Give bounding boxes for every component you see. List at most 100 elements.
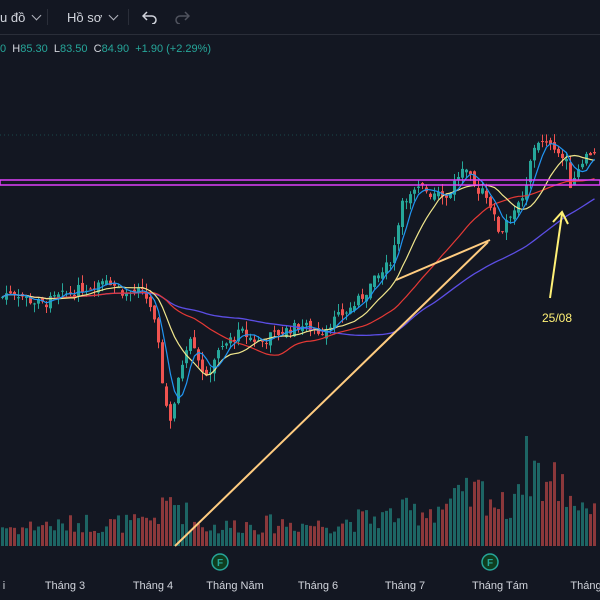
candle-body [57, 294, 60, 298]
volume-bar [521, 494, 524, 546]
time-axis-label: Tháng [570, 580, 600, 592]
volume-bar [141, 516, 144, 546]
candle-body [581, 163, 584, 168]
volume-bar [513, 493, 516, 546]
volume-bar [313, 526, 316, 546]
volume-bar [225, 520, 228, 546]
candle-body [577, 169, 580, 178]
candle-body [201, 359, 204, 372]
candle-body [413, 189, 416, 194]
volume-bar [317, 520, 320, 546]
volume-bar [453, 488, 456, 546]
volume-bar [1, 527, 4, 546]
volume-bar [581, 502, 584, 546]
volume-bar [541, 501, 544, 546]
candle-body [333, 316, 336, 329]
volume-bar [81, 532, 84, 546]
candlesticks [1, 134, 596, 429]
volume-bar [389, 508, 392, 546]
candle-body [41, 298, 44, 302]
volume-bar [209, 530, 212, 546]
candle-body [33, 303, 36, 305]
volume-bar [293, 530, 296, 546]
candle-body [549, 140, 552, 145]
candle-body [181, 364, 184, 379]
volume-bar [93, 530, 96, 546]
candle-body [461, 168, 464, 178]
price-chart[interactable]: 25/08 F F [0, 34, 600, 572]
candle-body [505, 219, 508, 233]
ma-mid-line [2, 154, 595, 376]
volume-bar [29, 521, 32, 546]
candle-body [553, 142, 556, 150]
candle-body [381, 272, 384, 279]
resistance-band [0, 179, 600, 186]
candle-body [385, 262, 388, 274]
volume-bar [125, 514, 128, 546]
volume-bar [201, 527, 204, 546]
volume-bar [273, 533, 276, 546]
volume-bar [245, 522, 248, 546]
volume-bar [157, 524, 160, 546]
candle-body [161, 342, 164, 384]
volume-bar [557, 501, 560, 546]
volume-bar [41, 525, 44, 546]
volume-bar [349, 522, 352, 546]
candle-body [521, 198, 524, 201]
volume-bar [565, 506, 568, 546]
volume-bar [553, 462, 556, 546]
volume-bar [537, 462, 540, 546]
candle-body [53, 295, 56, 297]
annotation-arrow [549, 213, 563, 299]
candle-body [1, 296, 4, 298]
candle-body [77, 284, 80, 297]
candle-body [545, 141, 548, 143]
volume-bar [101, 531, 104, 546]
candle-body [457, 176, 460, 180]
volume-bar [173, 505, 176, 546]
candle-body [165, 386, 168, 406]
volume-bar [241, 532, 244, 546]
candle-body [209, 372, 212, 375]
volume-bar [197, 524, 200, 546]
volume-bar [117, 515, 120, 546]
redo-button[interactable] [174, 0, 190, 34]
candle-body [465, 169, 468, 173]
candle-body [261, 340, 264, 342]
event-marker[interactable]: F [481, 553, 499, 571]
candle-body [293, 322, 296, 337]
volume-bar [497, 509, 500, 546]
candle-body [433, 193, 436, 200]
volume-bar [97, 532, 100, 546]
candle-body [149, 296, 152, 308]
event-marker[interactable]: F [211, 553, 229, 571]
candle-body [277, 330, 280, 335]
volume-bar [185, 502, 188, 546]
candle-body [89, 288, 92, 290]
volume-bar [285, 526, 288, 546]
candle-body [265, 343, 268, 345]
drawing-overlays [0, 179, 600, 547]
candle-body [397, 225, 400, 244]
profile-menu-button[interactable]: Hồ sơ [67, 0, 119, 34]
volume-bar [425, 518, 428, 546]
candle-body [237, 329, 240, 342]
candle-body [541, 141, 544, 143]
candle-body [13, 292, 16, 296]
volume-bar [437, 506, 440, 546]
ohlc-high-key: H [12, 43, 21, 55]
volume-bar [441, 509, 444, 546]
candle-body [437, 191, 440, 197]
undo-button[interactable] [142, 0, 158, 34]
candle-body [345, 312, 348, 314]
volume-bar [373, 516, 376, 546]
volume-bar [469, 506, 472, 546]
volume-bar [9, 527, 12, 546]
event-marker-label: F [487, 558, 493, 569]
candle-body [133, 289, 136, 292]
candle-body [409, 194, 412, 204]
profile-menu-label: Hồ sơ [67, 9, 103, 25]
indicators-menu-button[interactable]: u đồ [0, 0, 42, 34]
volume-bar [161, 497, 164, 546]
candle-body [173, 403, 176, 419]
